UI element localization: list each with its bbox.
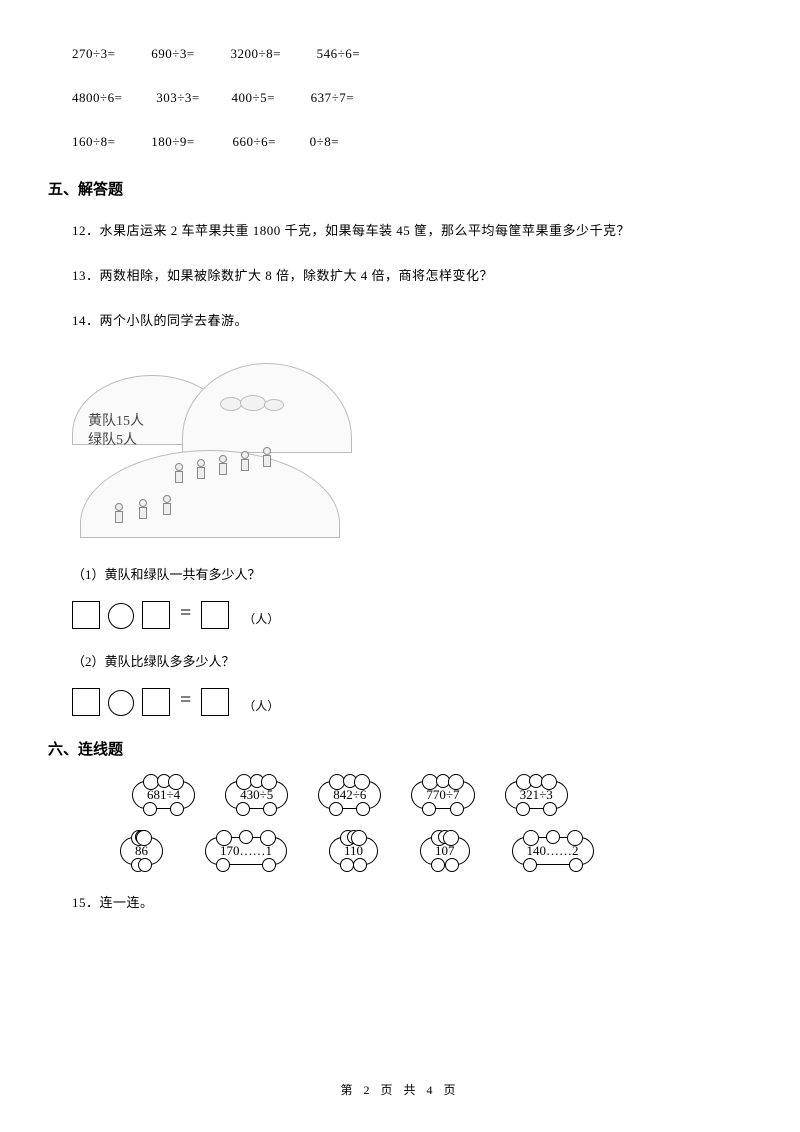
equals-sign: = xyxy=(180,689,191,712)
cloud-item: 170……1 xyxy=(205,837,287,865)
cloud-item: 770÷7 xyxy=(411,781,474,809)
blank-box xyxy=(201,688,229,716)
cloud-item: 321÷3 xyxy=(505,781,568,809)
cloud-row-top: 681÷4 430÷5 842÷6 770÷7 321÷3 xyxy=(132,781,728,809)
eq: 270÷3= xyxy=(72,46,115,62)
page-content: 270÷3= 690÷3= 3200÷8= 546÷6= 4800÷6= 303… xyxy=(0,0,800,914)
cloud-label: 140……2 xyxy=(527,843,579,858)
cloud-label: 842÷6 xyxy=(333,787,366,802)
blank-circle xyxy=(108,690,134,716)
cloud-item: 107 xyxy=(420,837,470,865)
equation-row-1: 270÷3= 690÷3= 3200÷8= 546÷6= xyxy=(72,46,728,62)
eq: 690÷3= xyxy=(151,46,194,62)
eq: 160÷8= xyxy=(72,134,115,150)
matching-clouds: 681÷4 430÷5 842÷6 770÷7 321÷3 86 170……1 … xyxy=(132,781,728,865)
eq: 180÷9= xyxy=(151,134,194,150)
blank-circle xyxy=(108,603,134,629)
blank-box xyxy=(72,688,100,716)
unit-label: （人） xyxy=(243,610,279,627)
question-14-sub1: （1）黄队和绿队一共有多少人？ xyxy=(72,564,728,583)
cloud-label: 321÷3 xyxy=(520,787,553,802)
equals-sign: = xyxy=(180,602,191,625)
spring-outing-illustration: 黄队15人 绿队5人 xyxy=(72,355,342,540)
formula-2: = （人） xyxy=(72,688,728,716)
section-5-title: 五、解答题 xyxy=(48,178,728,199)
equation-row-2: 4800÷6= 303÷3= 400÷5= 637÷7= xyxy=(72,90,728,106)
question-12: 12．水果店运来 2 车苹果共重 1800 千克，如果每车装 45 筐，那么平均… xyxy=(72,221,728,242)
cloud-label: 770÷7 xyxy=(426,787,459,802)
unit-label: （人） xyxy=(243,697,279,714)
cloud-item: 842÷6 xyxy=(318,781,381,809)
eq: 660÷6= xyxy=(232,134,275,150)
eq: 546÷6= xyxy=(317,46,360,62)
eq: 0÷8= xyxy=(310,134,339,150)
page-footer: 第 2 页 共 4 页 xyxy=(0,1081,800,1098)
illustration-labels: 黄队15人 绿队5人 xyxy=(88,413,144,449)
cloud-row-bottom: 86 170……1 110 107 140……2 xyxy=(120,837,728,865)
cloud-item: 140……2 xyxy=(512,837,594,865)
cloud-label: 430÷5 xyxy=(240,787,273,802)
question-14: 14．两个小队的同学去春游。 xyxy=(72,311,728,332)
eq: 400÷5= xyxy=(231,90,274,106)
question-13: 13．两数相除，如果被除数扩大 8 倍，除数扩大 4 倍，商将怎样变化？ xyxy=(72,266,728,287)
cloud-label: 681÷4 xyxy=(147,787,180,802)
equation-row-3: 160÷8= 180÷9= 660÷6= 0÷8= xyxy=(72,134,728,150)
cloud-label: 110 xyxy=(344,843,363,858)
eq: 4800÷6= xyxy=(72,90,122,106)
green-team-label: 绿队5人 xyxy=(88,432,144,450)
formula-1: = （人） xyxy=(72,601,728,629)
blank-box xyxy=(201,601,229,629)
cloud-label: 86 xyxy=(135,843,148,858)
cloud-item: 681÷4 xyxy=(132,781,195,809)
cloud-item: 86 xyxy=(120,837,163,865)
eq: 3200÷8= xyxy=(230,46,280,62)
cloud-label: 170……1 xyxy=(220,843,272,858)
section-6-title: 六、连线题 xyxy=(48,738,728,759)
blank-box xyxy=(142,688,170,716)
eq: 637÷7= xyxy=(311,90,354,106)
eq: 303÷3= xyxy=(156,90,199,106)
cloud-item: 430÷5 xyxy=(225,781,288,809)
question-15: 15．连一连。 xyxy=(72,893,728,914)
cloud-label: 107 xyxy=(435,843,455,858)
cloud-item: 110 xyxy=(329,837,378,865)
question-14-sub2: （2）黄队比绿队多多少人？ xyxy=(72,651,728,670)
yellow-team-label: 黄队15人 xyxy=(88,413,144,431)
blank-box xyxy=(72,601,100,629)
blank-box xyxy=(142,601,170,629)
